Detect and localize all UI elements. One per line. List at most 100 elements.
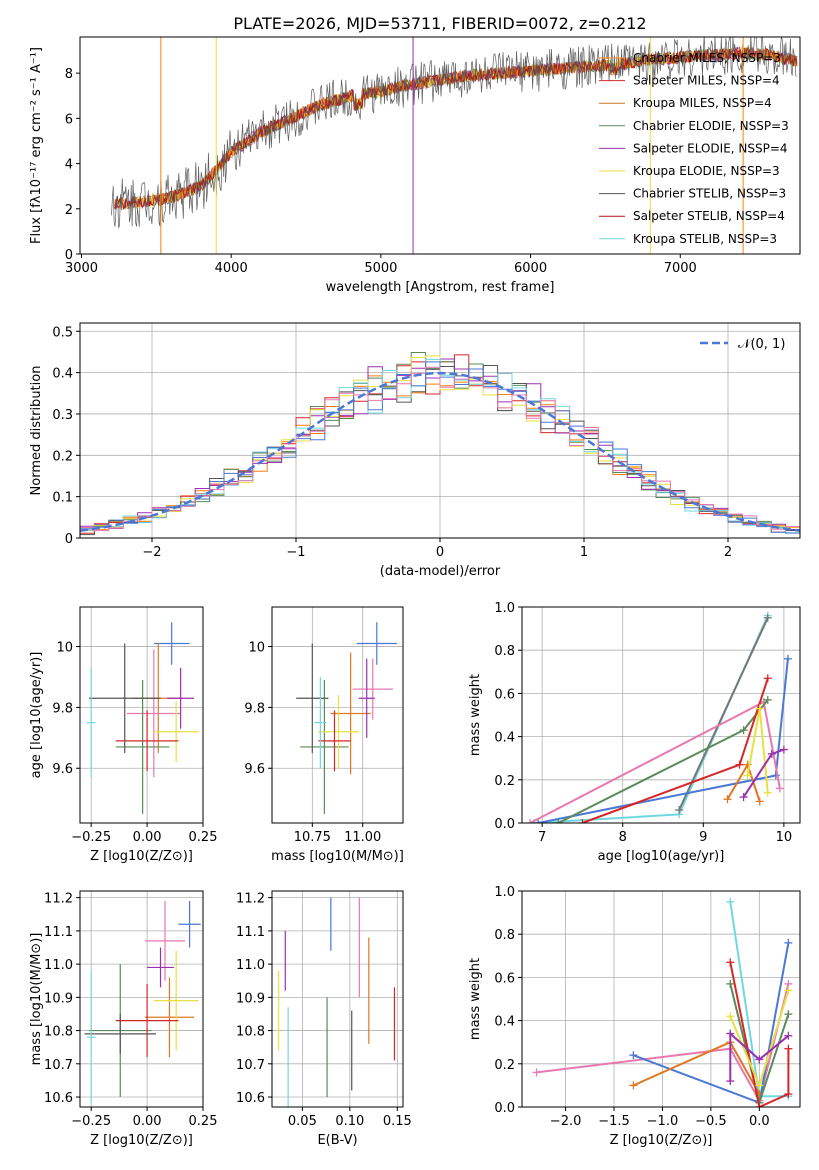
plot-area: [86, 622, 199, 814]
figure-title: PLATE=2026, MJD=53711, FIBERID=0072, z=0…: [233, 14, 646, 33]
x-tick-label: 4000: [215, 261, 248, 276]
legend-entry: Salpeter MILES, NSSP=4: [633, 74, 780, 88]
y-tick-label: 11.2: [44, 892, 73, 907]
y-tick-label: 0.6: [494, 971, 515, 986]
x-axis-label: Z [log10(Z/Z⊙)]: [610, 1133, 713, 1148]
legend-entry: Kroupa ELODIE, NSSP=3: [633, 164, 780, 178]
panel-age-vs-Z: −0.25 0.00 0.25 9.6 9.8 10 Z [log10(Z/Z⊙)] age …: [29, 606, 218, 864]
x-tick-label: 8: [619, 830, 627, 845]
y-axis-label: mass weight: [468, 674, 483, 756]
weight-line: [536, 983, 790, 1104]
panel-mass-vs-ebv: 0.05 0.10 0.15 10.6 10.7 10.8 10.9 11.0 11.1 11.2…: [236, 890, 412, 1148]
y-tick-label: 0: [65, 248, 73, 263]
y-tick-label: 4: [65, 158, 73, 173]
plot-area: [278, 897, 396, 1107]
x-tick-label: −2: [142, 545, 161, 560]
y-tick-label: 2: [65, 203, 73, 218]
x-tick-label: 5000: [364, 261, 397, 276]
legend-entry: Chabrier MILES, NSSP=3: [633, 51, 781, 65]
y-axis-label: Flux [fλ10⁻¹⁷ erg cm⁻² s⁻¹ A⁻¹]: [29, 47, 44, 244]
y-tick-label: 0.8: [494, 644, 515, 659]
y-tick-label: 0.4: [52, 367, 73, 382]
x-tick-label: −1: [286, 545, 305, 560]
x-tick-label: 0.0: [749, 1114, 770, 1129]
y-axis-label: age [log10(age/yr)]: [29, 652, 44, 779]
x-tick-label: 0.15: [383, 1114, 412, 1129]
y-tick-label: 0.0: [494, 1101, 515, 1116]
spectrum-line: [111, 37, 797, 229]
x-tick-label: −1.5: [598, 1114, 630, 1129]
legend-entry: Kroupa MILES, NSSP=4: [633, 96, 772, 110]
spectrum-line: [155, 46, 797, 206]
legend: Chabrier MILES, NSSP=3 Salpeter MILES, NS…: [599, 51, 789, 246]
x-tick-label: 0.05: [288, 1114, 317, 1129]
panel-mass-vs-Z: −0.25 0.00 0.25 10.6 10.7 10.8 10.9 11.0 11.1 11.…: [29, 890, 218, 1148]
weight-line: [582, 677, 769, 823]
panel-spectrum: 3000 4000 5000 6000 7000 0 2 4 6 8 wavelength [Ang…: [29, 36, 801, 295]
y-tick-label: 11.0: [44, 958, 73, 973]
weight-line: [529, 700, 781, 823]
x-tick-label: 0.25: [189, 1114, 218, 1129]
x-axis-label: age [log10(age/yr)]: [598, 849, 725, 864]
panel-age-vs-mass: 10.75 11.00 9.6 9.8 10 mass [log10(M/M⊙)]: [244, 606, 404, 864]
y-tick-label: 0.5: [52, 325, 73, 340]
y-tick-label: 0.3: [52, 408, 73, 423]
axes-frame: [271, 890, 404, 1108]
y-tick-label: 1.0: [494, 885, 515, 900]
panel-weight-vs-age: 7 8 9 10 0.0 0.2 0.4 0.6 0.8 1.0 age [log10(age/yr…: [468, 601, 801, 864]
x-axis-label: (data-model)/error: [380, 564, 501, 579]
plot-area: [296, 622, 397, 814]
y-tick-label: 10.7: [236, 1058, 265, 1073]
y-tick-label: 10.9: [44, 991, 73, 1006]
y-tick-label: 10.9: [236, 991, 265, 1006]
x-tick-label: −0.25: [71, 830, 111, 845]
x-tick-label: −0.25: [71, 1114, 111, 1129]
legend-entry: Chabrier STELIB, NSSP=3: [633, 187, 786, 201]
x-axis-label: mass [log10(M/M⊙)]: [271, 849, 404, 864]
plot-area: [532, 897, 793, 1107]
y-tick-label: 9.8: [52, 701, 73, 716]
weight-line: [678, 617, 769, 811]
x-axis-label: wavelength [Angstrom, rest frame]: [326, 280, 555, 295]
x-tick-label: 0: [436, 545, 444, 560]
x-tick-label: 10.75: [294, 830, 331, 845]
y-tick-label: 0.0: [494, 817, 515, 832]
y-axis-label: Normed distribution: [29, 366, 44, 496]
plot-area: [84, 900, 201, 1104]
x-tick-label: 0.25: [189, 830, 218, 845]
y-tick-label: 10: [56, 641, 73, 656]
axes-frame: [79, 890, 204, 1108]
y-tick-label: 11.2: [236, 892, 265, 907]
x-tick-label: 11.00: [344, 830, 381, 845]
y-axis-label: mass weight: [468, 958, 483, 1040]
x-tick-label: −1.0: [647, 1114, 679, 1129]
x-tick-label: 7: [538, 830, 546, 845]
panel-weight-vs-Z: −2.0 −1.5 −1.0 −0.5 0.0 0.0 0.2 0.4 0.6 0.8 1.0 Z […: [468, 885, 801, 1148]
y-tick-label: 0.2: [494, 774, 515, 789]
y-tick-label: 10.6: [236, 1091, 265, 1106]
x-tick-label: 2: [724, 545, 732, 560]
y-tick-label: 0.4: [494, 1015, 515, 1030]
x-axis-label: Z [log10(Z/Z⊙)]: [90, 1133, 193, 1148]
weight-line: [729, 962, 790, 1107]
y-tick-label: 8: [65, 67, 73, 82]
x-tick-label: 1: [580, 545, 588, 560]
axes-frame: [79, 606, 204, 824]
axes-frame: [271, 606, 404, 824]
x-tick-label: −2.0: [550, 1114, 582, 1129]
y-tick-label: 6: [65, 112, 73, 127]
y-tick-label: 10.8: [44, 1025, 73, 1040]
y-tick-label: 9.8: [244, 701, 265, 716]
x-tick-label: 6000: [514, 261, 547, 276]
x-tick-label: −0.5: [695, 1114, 727, 1129]
x-tick-label: 3000: [65, 261, 98, 276]
legend-entry: Salpeter STELIB, NSSP=4: [633, 209, 785, 223]
y-tick-label: 11.1: [44, 925, 73, 940]
x-tick-label: 7000: [664, 261, 697, 276]
x-tick-label: 0.00: [133, 1114, 162, 1129]
y-tick-label: 9.6: [244, 762, 265, 777]
y-tick-label: 0.4: [494, 731, 515, 746]
y-tick-label: 0: [65, 532, 73, 547]
y-tick-label: 10.8: [236, 1025, 265, 1040]
